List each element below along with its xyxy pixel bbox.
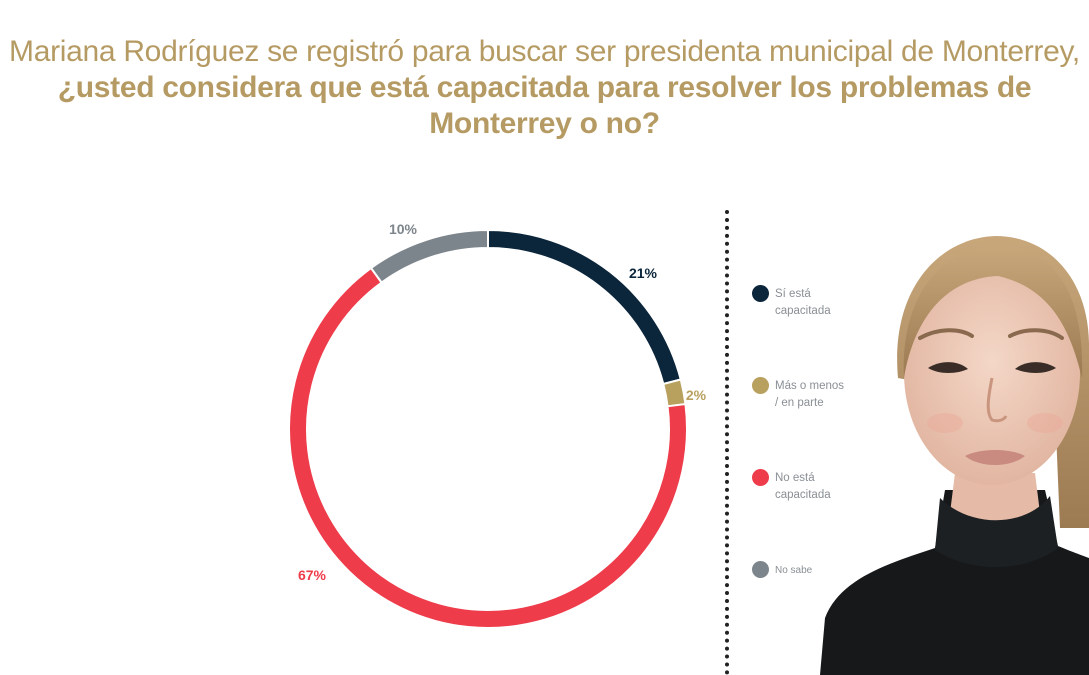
donut-slice-no: [288, 266, 688, 629]
legend-item-no-sabe: No sabe: [752, 561, 870, 579]
woman-portrait-photo: [820, 236, 1089, 675]
chart-title: Mariana Rodríguez se registró para busca…: [0, 34, 1089, 142]
title-question: ¿usted considera que está capacitada par…: [57, 71, 1032, 140]
title-plain: Mariana Rodríguez se registró para busca…: [9, 35, 1080, 68]
legend-label-no-sabe: No sabe: [775, 565, 813, 576]
legend-swatch-mas-o-menos: [752, 377, 769, 394]
donut-slice-no-sabe: [369, 228, 489, 284]
data-label-mas-o-menos: 2%: [686, 387, 707, 403]
dotted-divider: [725, 210, 729, 675]
legend-label-no: No está capacitada: [775, 472, 831, 501]
data-label-si: 21%: [629, 265, 658, 281]
legend-item-no: No está capacitada: [752, 469, 870, 504]
data-label-no-sabe: 10%: [389, 221, 418, 237]
donut-slice-si: [487, 228, 682, 386]
legend-item-si: Sí está capacitada: [752, 285, 870, 320]
legend-swatch-si: [752, 285, 769, 302]
donut-chart: 21% 2% 67% 10%: [288, 221, 707, 629]
legend-swatch-no: [752, 469, 769, 486]
legend-swatch-no-sabe: [752, 561, 769, 578]
data-label-no: 67%: [298, 567, 327, 583]
donut-slice-mas-o-menos: [662, 378, 687, 408]
legend-item-mas-o-menos: Más o menos / en parte: [752, 377, 870, 412]
legend-label-mas-o-menos: Más o menos / en parte: [775, 380, 845, 409]
legend-label-si: Sí está capacitada: [775, 288, 831, 317]
